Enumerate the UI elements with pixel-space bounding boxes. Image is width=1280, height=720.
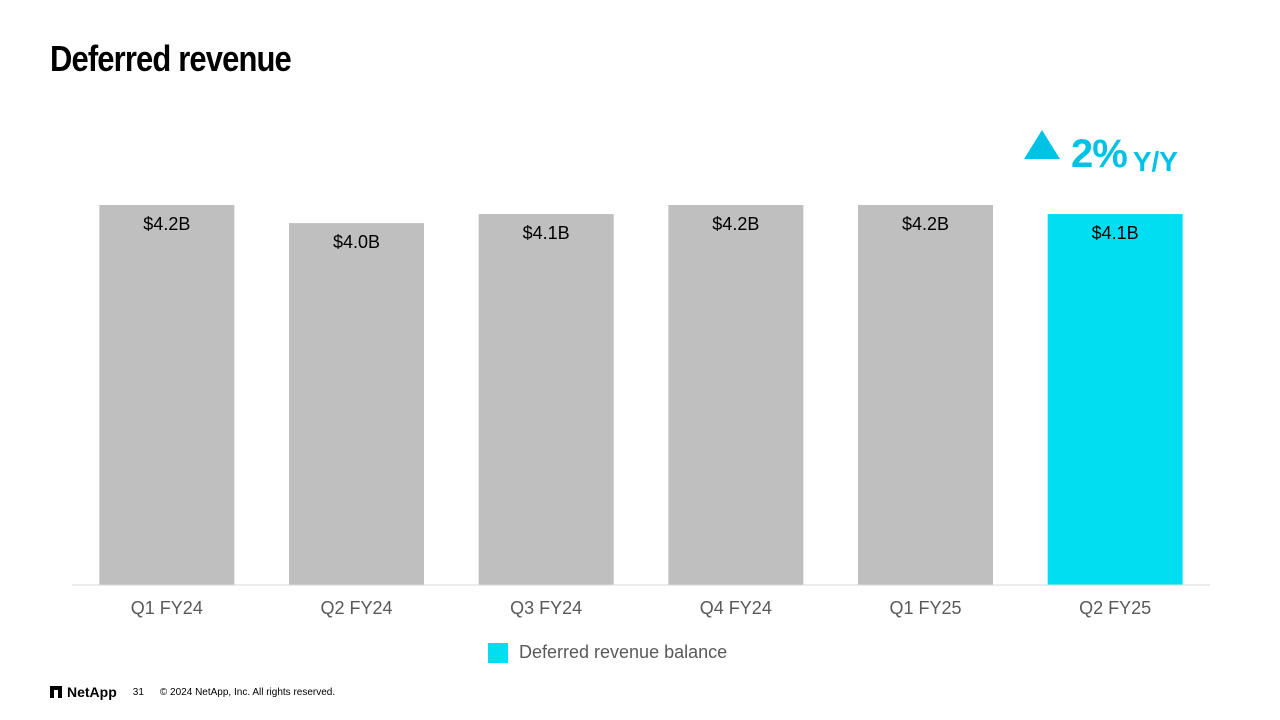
x-tick-label: Q1 FY24 bbox=[131, 598, 203, 618]
bar-q2-fy24 bbox=[289, 223, 424, 585]
page-number: 31 bbox=[132, 686, 144, 698]
netapp-logo: NetApp bbox=[50, 684, 117, 700]
data-label: $4.1B bbox=[523, 223, 570, 243]
data-label: $4.1B bbox=[1092, 223, 1139, 243]
data-label: $4.2B bbox=[902, 214, 949, 234]
growth-label: Y/Y bbox=[1132, 146, 1178, 177]
up-arrow-icon bbox=[1024, 130, 1060, 159]
labels-layer: $4.2B Q1 FY24 $4.0B Q2 FY24 $4.1B Q3 FY24 $4.2… bbox=[131, 214, 1151, 618]
logo-text: NetApp bbox=[67, 684, 117, 700]
bar-q4-fy24 bbox=[668, 205, 804, 585]
x-tick-label: Q1 FY25 bbox=[889, 598, 961, 618]
copyright-text: © 2024 NetApp, Inc. All rights reserved. bbox=[159, 686, 336, 698]
netapp-logo-icon bbox=[50, 686, 62, 698]
bar-q2-fy25 bbox=[1047, 214, 1183, 586]
bar-q1-fy25 bbox=[858, 205, 993, 585]
x-tick-label: Q2 FY25 bbox=[1079, 598, 1151, 618]
chart-legend: Deferred revenue balance bbox=[488, 642, 727, 663]
data-label: $4.2B bbox=[712, 214, 759, 234]
x-tick-label: Q2 FY24 bbox=[320, 598, 392, 618]
footer: NetApp 31 © 2024 NetApp, Inc. All rights… bbox=[50, 684, 335, 700]
x-tick-label: Q3 FY24 bbox=[510, 598, 582, 618]
slide-title: Deferred revenue bbox=[50, 38, 292, 79]
legend-swatch bbox=[488, 642, 508, 663]
x-tick-label: Q4 FY24 bbox=[700, 598, 772, 618]
growth-percent: 2% bbox=[1071, 132, 1128, 176]
bar-q3-fy24 bbox=[478, 214, 614, 586]
legend-label: Deferred revenue balance bbox=[519, 642, 728, 662]
data-label: $4.2B bbox=[143, 214, 190, 234]
bar-q1-fy24 bbox=[99, 205, 235, 585]
growth-indicator: 2% Y/Y bbox=[1024, 130, 1178, 180]
data-label: $4.0B bbox=[333, 232, 380, 252]
bars-layer bbox=[99, 205, 1183, 586]
